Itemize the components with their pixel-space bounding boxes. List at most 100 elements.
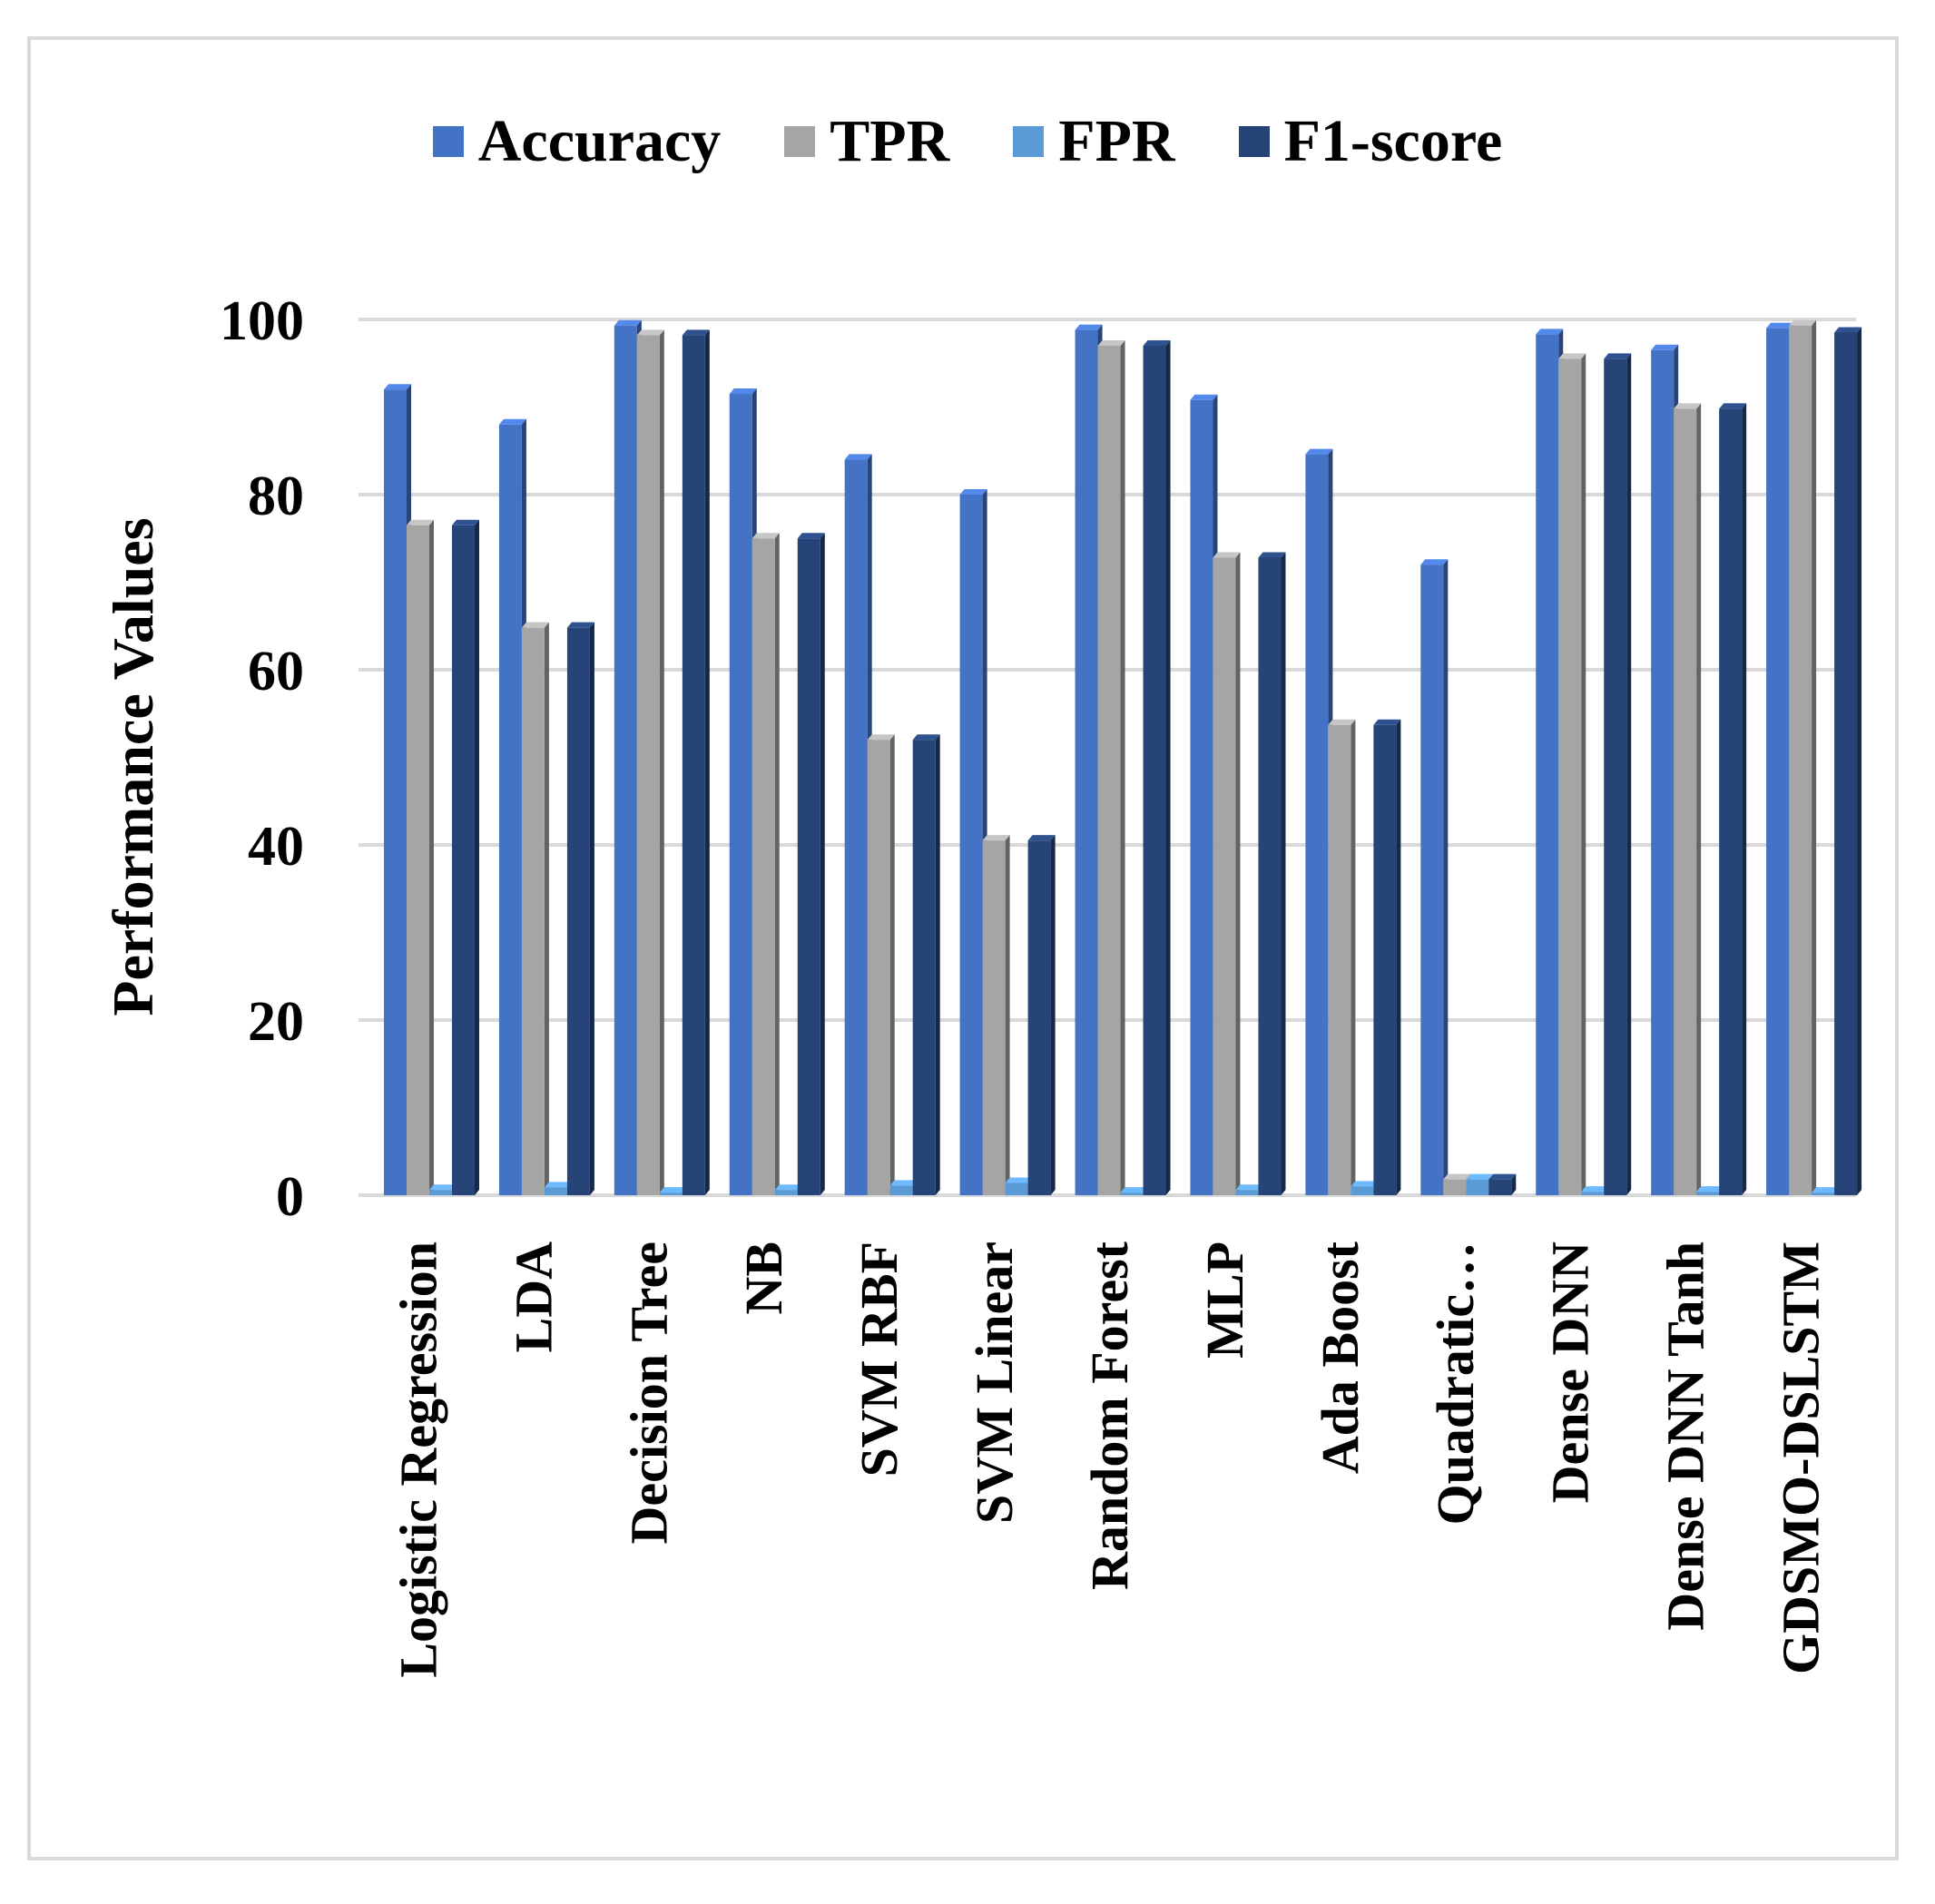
x-category-label-mlp: MLP [1195,1242,1254,1359]
bar-top-face [1075,324,1103,330]
bars [384,319,1862,1196]
bar-tpr-dense-dnn [1558,353,1586,1195]
bar-front-face [844,459,868,1195]
legend-label-accuracy: Accuracy [477,108,722,174]
bar-front-face [521,627,545,1195]
bar-side-face [1396,719,1401,1195]
legend-item-fpr: FPR [1013,107,1175,176]
bar-top-face [1674,403,1702,409]
bar-top-face [844,454,872,460]
bar-top-face [1536,329,1564,335]
bar-side-face [1511,1173,1517,1195]
x-category-label-logistic-regression: Logistic Regression [388,1242,447,1678]
bar-top-face [1488,1173,1517,1180]
bar-front-face [1674,408,1697,1195]
bar-tpr-svm-linear [982,835,1010,1195]
bar-top-face [1235,1184,1263,1191]
bar-front-face [729,394,752,1195]
bar-top-face [1258,552,1286,558]
bar-front-face [566,627,590,1195]
bar-side-face [1626,353,1632,1195]
bar-f1-score-dense-dnn-tanh [1719,403,1747,1195]
bar-front-face [1075,329,1098,1196]
bar-side-face [820,533,825,1195]
bar-top-face [1466,1173,1494,1180]
legend-swatch-fpr [1013,126,1045,157]
x-category-label-lda: LDA [504,1242,563,1353]
bar-top-face [1581,1186,1609,1192]
bar-front-face [544,1187,567,1195]
bar-front-face [774,1190,798,1195]
bar-front-face [1536,334,1559,1195]
bar-side-face [1696,403,1702,1195]
bar-top-face [1651,344,1679,350]
bar-top-face [1005,1177,1033,1183]
bar-side-face [1812,319,1817,1195]
bar-f1-score-logistic-regression [452,519,479,1195]
bar-front-face [1305,454,1329,1195]
bar-front-face [912,740,936,1195]
bar-front-face [1027,840,1051,1195]
y-axis-ticks: 0 20 40 60 80 100 [220,290,304,1228]
bar-side-face [704,329,710,1195]
bar-top-face [1213,552,1241,558]
bar-tpr-lda [521,622,549,1195]
y-tick-label-60: 60 [248,641,304,702]
bar-front-face [982,840,1006,1195]
bar-front-face [636,335,660,1195]
bar-front-face [614,325,637,1195]
bar-side-face [1742,403,1747,1195]
bar-front-face [407,525,429,1195]
bar-front-face [384,389,407,1195]
bar-side-face [1281,552,1286,1195]
x-category-label-quadratic: Quadratic… [1426,1242,1485,1526]
bar-tpr-logistic-regression [407,519,434,1195]
bar-front-face [1420,564,1444,1195]
bar-front-face [1834,332,1858,1196]
bar-front-face [1120,1192,1144,1195]
bar-front-face [1235,1190,1259,1195]
bar-side-face [1443,559,1449,1195]
bar-top-face [912,734,940,741]
legend-label-f1-score: F1-score [1283,108,1503,174]
bar-side-face [774,533,780,1195]
bar-front-face [1696,1192,1720,1195]
bar-top-face [797,533,825,539]
bar-top-face [1373,719,1401,725]
bar-top-face [1305,448,1333,455]
bar-front-face [867,740,890,1195]
bar-side-face [1581,353,1586,1195]
bar-front-face [1651,349,1675,1195]
bar-tpr-nb [751,533,780,1195]
bar-tpr-mlp [1213,552,1241,1195]
bar-top-face [1558,353,1586,359]
bar-top-face [1027,835,1056,841]
bar-front-face [1373,724,1397,1195]
bar-f1-score-random-forest [1143,339,1171,1195]
bar-front-face [498,424,522,1195]
bar-top-face [566,622,594,628]
bar-front-face [1488,1179,1512,1195]
bar-top-face [1789,319,1817,326]
bar-front-face [1213,557,1236,1195]
bar-top-face [1143,339,1171,346]
legend: Accuracy TPR FPR F1-score [0,107,1935,176]
bar-top-face [384,384,411,390]
legend-item-f1-score: F1-score [1238,107,1503,176]
bar-top-face [636,329,664,336]
x-category-label-dense-dnn: Dense DNN [1541,1242,1600,1503]
bar-top-face [1812,1187,1840,1193]
bar-side-face [1351,719,1356,1195]
bar-front-face [682,335,705,1195]
legend-swatch-tpr [784,126,816,157]
bar-f1-score-mlp [1258,552,1286,1195]
bar-top-face [1443,1173,1471,1180]
bar-f1-score-ada-boost [1373,719,1401,1195]
bar-front-face [1143,345,1166,1195]
bar-front-face [659,1192,683,1195]
x-category-label-random-forest: Random Forest [1080,1241,1139,1590]
bar-top-face [1351,1181,1379,1187]
y-axis-title: Performance Values [101,517,165,1016]
bar-top-face [614,319,642,326]
